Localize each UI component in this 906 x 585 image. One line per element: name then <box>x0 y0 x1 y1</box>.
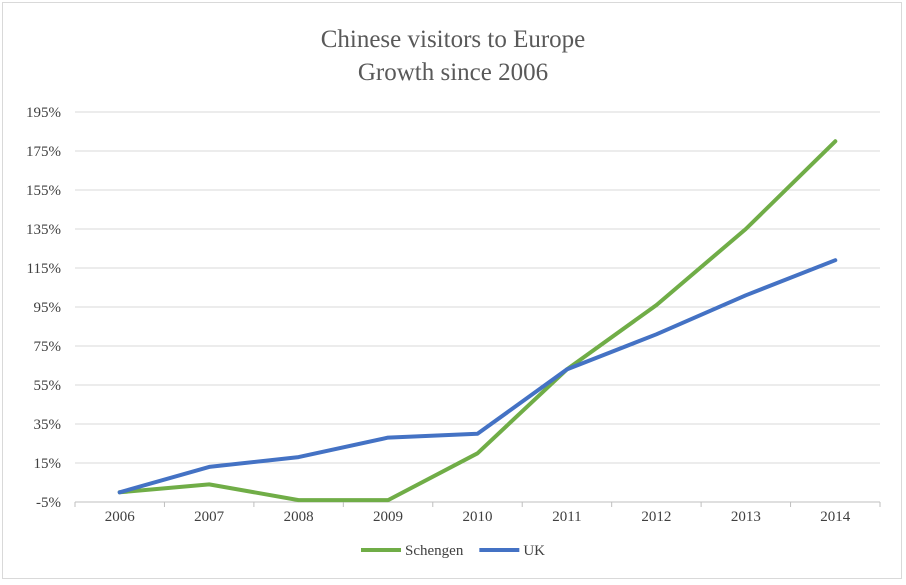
y-tick-label: 135% <box>26 222 61 238</box>
x-axis-ticks: 2006 2007 2008 2009 2010 2011 2012 2013 2014 <box>74 501 881 525</box>
line-chart: Chinese visitors to Europe Growth since … <box>26 26 881 559</box>
gridlines <box>75 111 880 503</box>
x-tick-label: 2012 <box>641 509 671 525</box>
x-tick-label: 2013 <box>731 509 761 525</box>
legend-label: UK <box>523 543 545 559</box>
legend-label: Schengen <box>405 543 464 559</box>
series-line-schengen <box>117 139 838 503</box>
y-tick-label: 155% <box>26 183 61 199</box>
x-tick-label: 2011 <box>552 509 581 525</box>
y-tick-label: 55% <box>34 378 62 394</box>
chart-title: Chinese visitors to Europe <box>321 26 586 53</box>
series-line-uk <box>117 258 838 495</box>
x-tick-label: 2006 <box>105 509 136 525</box>
y-tick-label: 35% <box>34 417 62 433</box>
y-tick-label: -5% <box>36 495 61 511</box>
x-tick-label: 2008 <box>284 509 314 525</box>
y-tick-label: 15% <box>34 456 62 472</box>
chart-frame: Chinese visitors to Europe Growth since … <box>2 2 902 579</box>
y-axis-ticks: -5% 15% 35% 55% 75% 95% 115% 135% 155% 175% 195% <box>26 105 61 511</box>
x-tick-label: 2010 <box>463 509 493 525</box>
legend: Schengen UK <box>361 543 545 559</box>
y-tick-label: 75% <box>34 339 62 355</box>
y-tick-label: 95% <box>34 300 62 316</box>
x-tick-label: 2009 <box>373 509 403 525</box>
series-lines <box>117 139 838 503</box>
chart-subtitle: Growth since 2006 <box>358 59 548 86</box>
x-tick-label: 2007 <box>194 509 225 525</box>
y-tick-label: 115% <box>27 261 61 277</box>
y-tick-label: 195% <box>26 105 61 121</box>
x-tick-label: 2014 <box>820 509 851 525</box>
y-tick-label: 175% <box>26 144 61 160</box>
